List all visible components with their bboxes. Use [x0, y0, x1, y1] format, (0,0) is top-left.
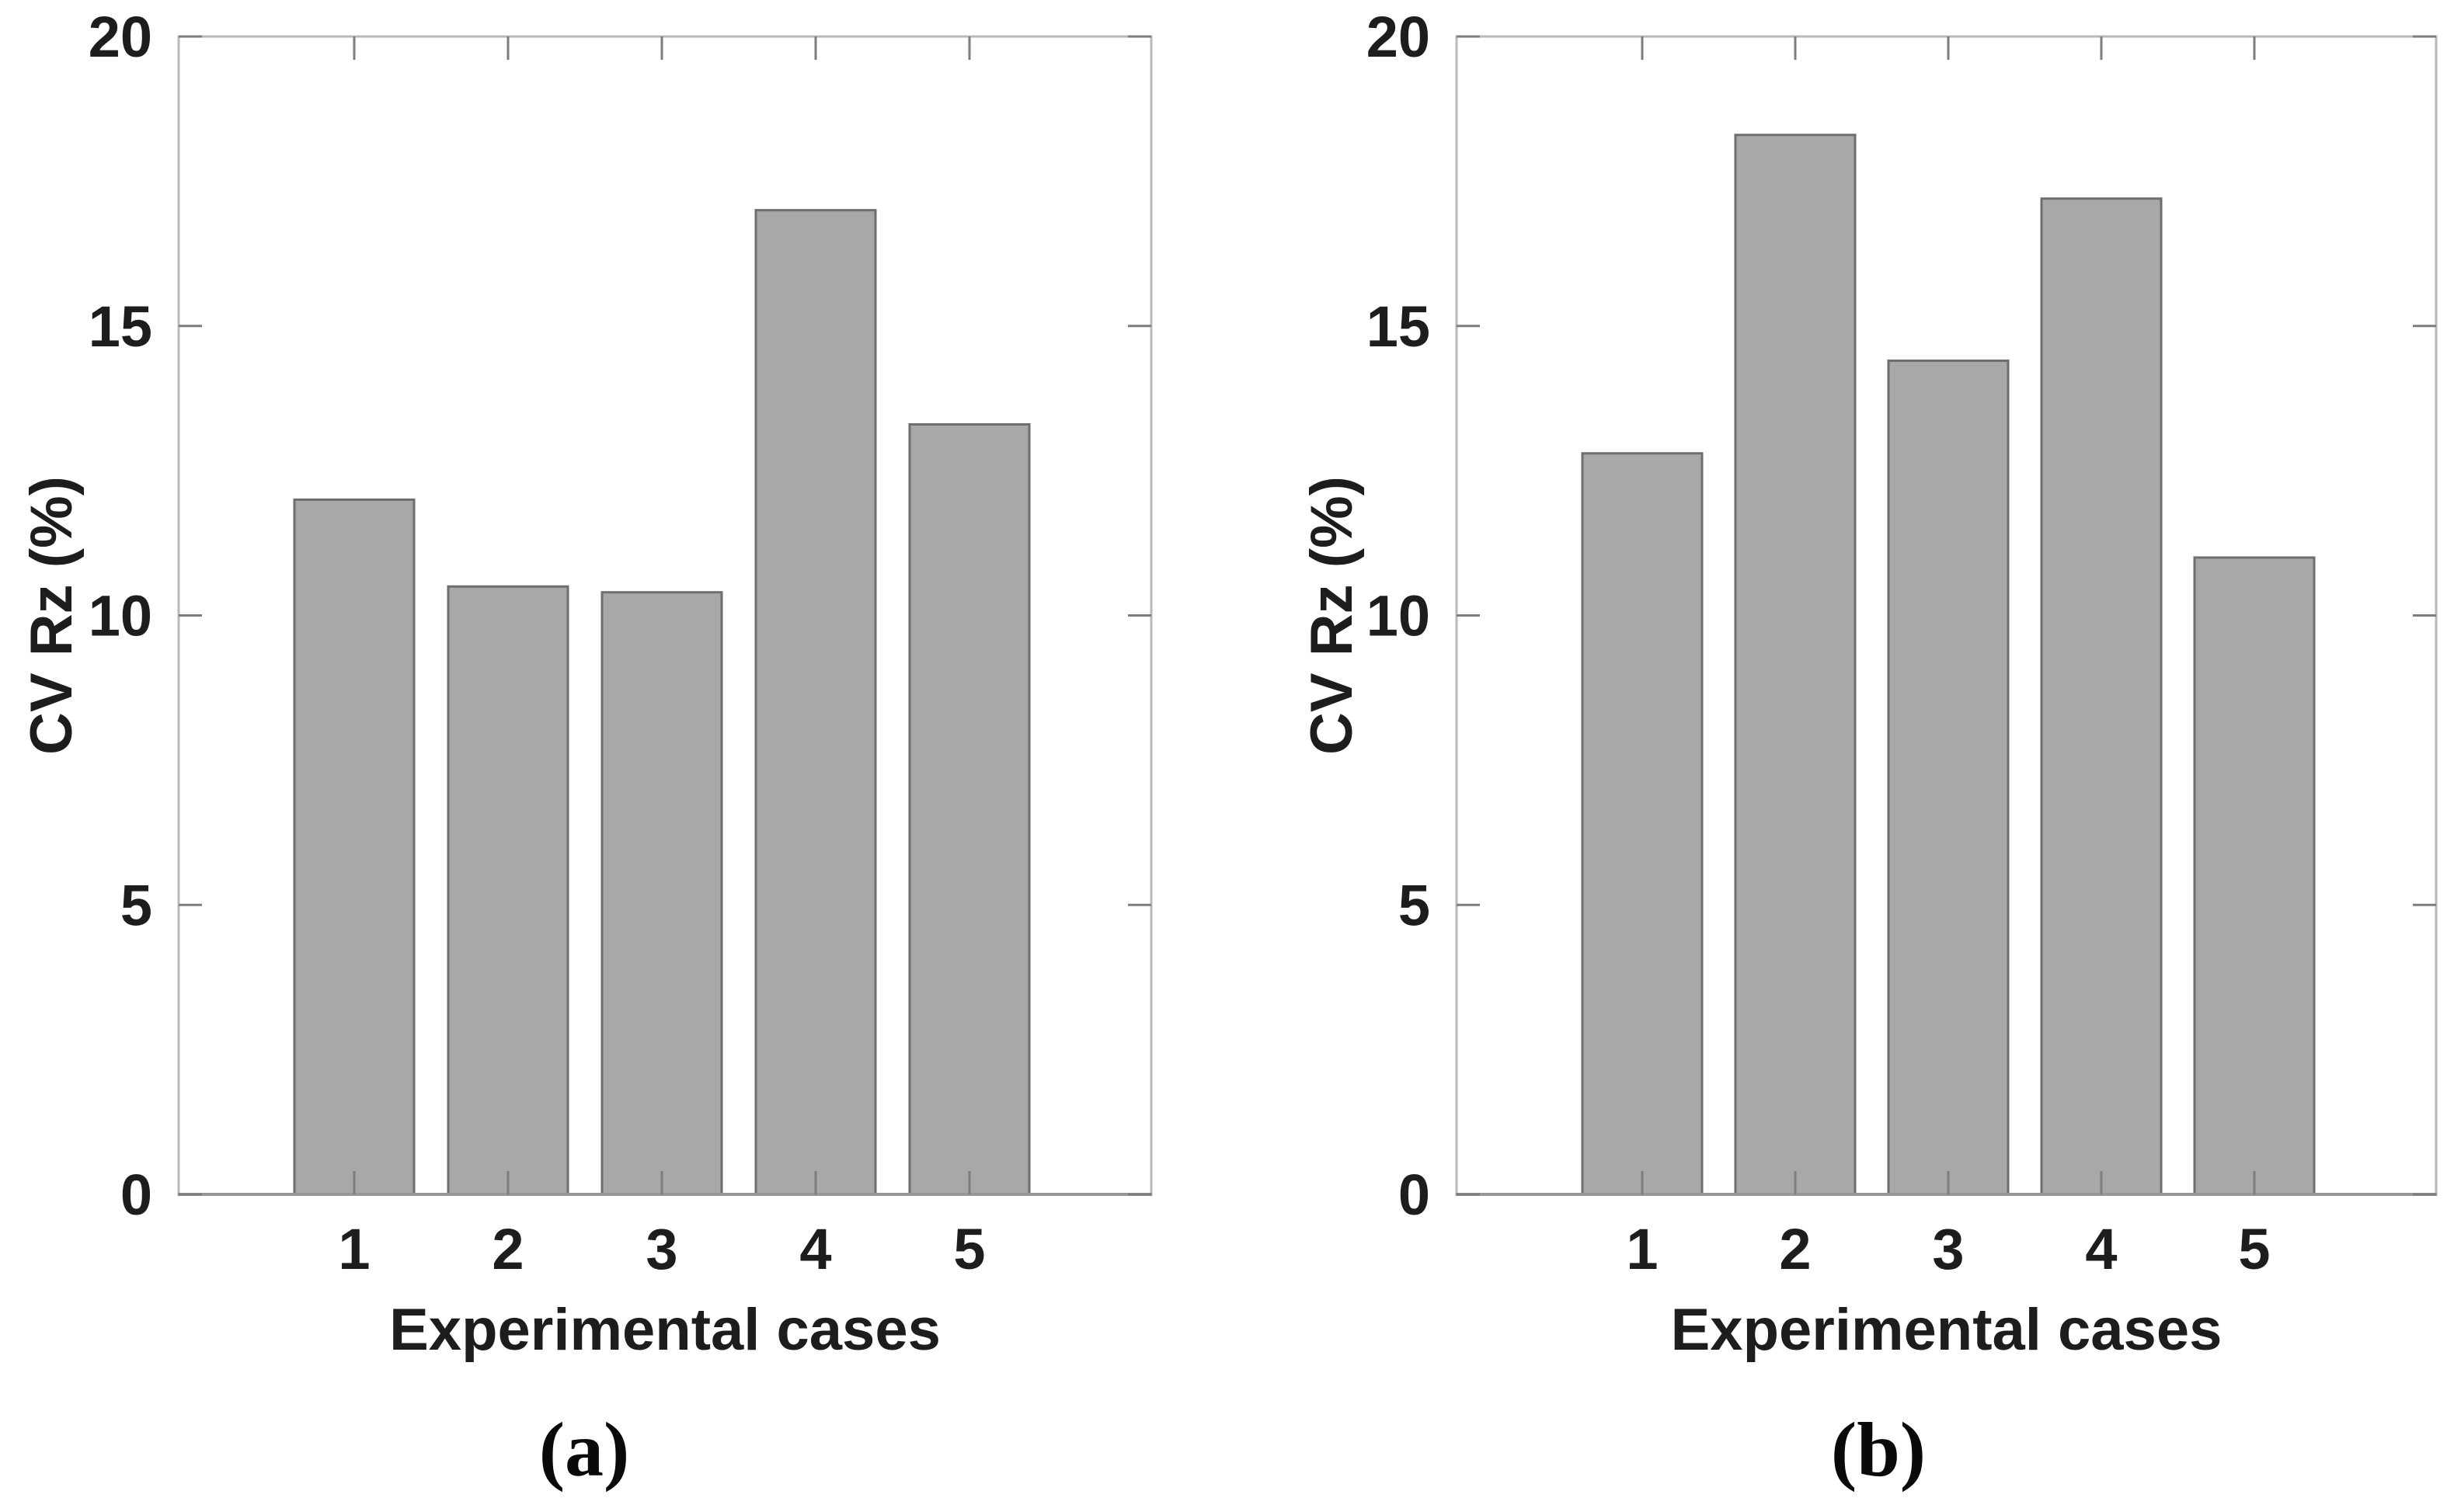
bar-case-5 — [2193, 556, 2316, 1196]
y-tick-label: 0 — [120, 1163, 152, 1227]
x-tick-label: 3 — [1932, 1217, 1964, 1281]
y-tick-label: 15 — [89, 294, 152, 359]
y-axis-label: CV Rz (%) — [19, 476, 85, 755]
x-tick-label: 5 — [2238, 1217, 2270, 1281]
panel-caption: (b) — [1831, 1406, 1926, 1493]
x-tick-label: 1 — [338, 1217, 370, 1281]
x-tick-label: 1 — [1626, 1217, 1658, 1281]
y-tick-label: 5 — [120, 873, 152, 937]
y-tick-label: 15 — [1366, 294, 1430, 359]
bar-case-2 — [1734, 134, 1857, 1196]
y-tick-label: 10 — [1366, 584, 1430, 648]
y-tick-label: 0 — [1398, 1163, 1430, 1227]
bar-case-1 — [293, 498, 416, 1196]
bar-case-1 — [1581, 452, 1704, 1196]
y-axis-label: CV Rz (%) — [1299, 476, 1365, 755]
x-axis-label: Experimental cases — [389, 1297, 941, 1363]
x-tick-label: 4 — [2085, 1217, 2117, 1281]
x-tick-label: 5 — [953, 1217, 985, 1281]
y-tick-label: 20 — [89, 5, 152, 69]
bar-case-3 — [600, 591, 723, 1196]
bar-case-4 — [754, 209, 877, 1196]
bar-case-5 — [908, 422, 1031, 1196]
x-tick-label: 4 — [799, 1217, 831, 1281]
panel-caption: (a) — [539, 1406, 630, 1493]
bar-case-3 — [1887, 359, 2010, 1196]
x-axis-label: Experimental cases — [1671, 1297, 2223, 1363]
x-tick-label: 2 — [1779, 1217, 1811, 1281]
bar-case-2 — [447, 585, 569, 1196]
bar-case-4 — [2040, 197, 2163, 1196]
x-tick-label: 3 — [646, 1217, 677, 1281]
y-tick-label: 10 — [89, 584, 152, 648]
x-tick-label: 2 — [492, 1217, 524, 1281]
y-tick-label: 20 — [1366, 5, 1430, 69]
y-tick-label: 5 — [1398, 873, 1430, 937]
